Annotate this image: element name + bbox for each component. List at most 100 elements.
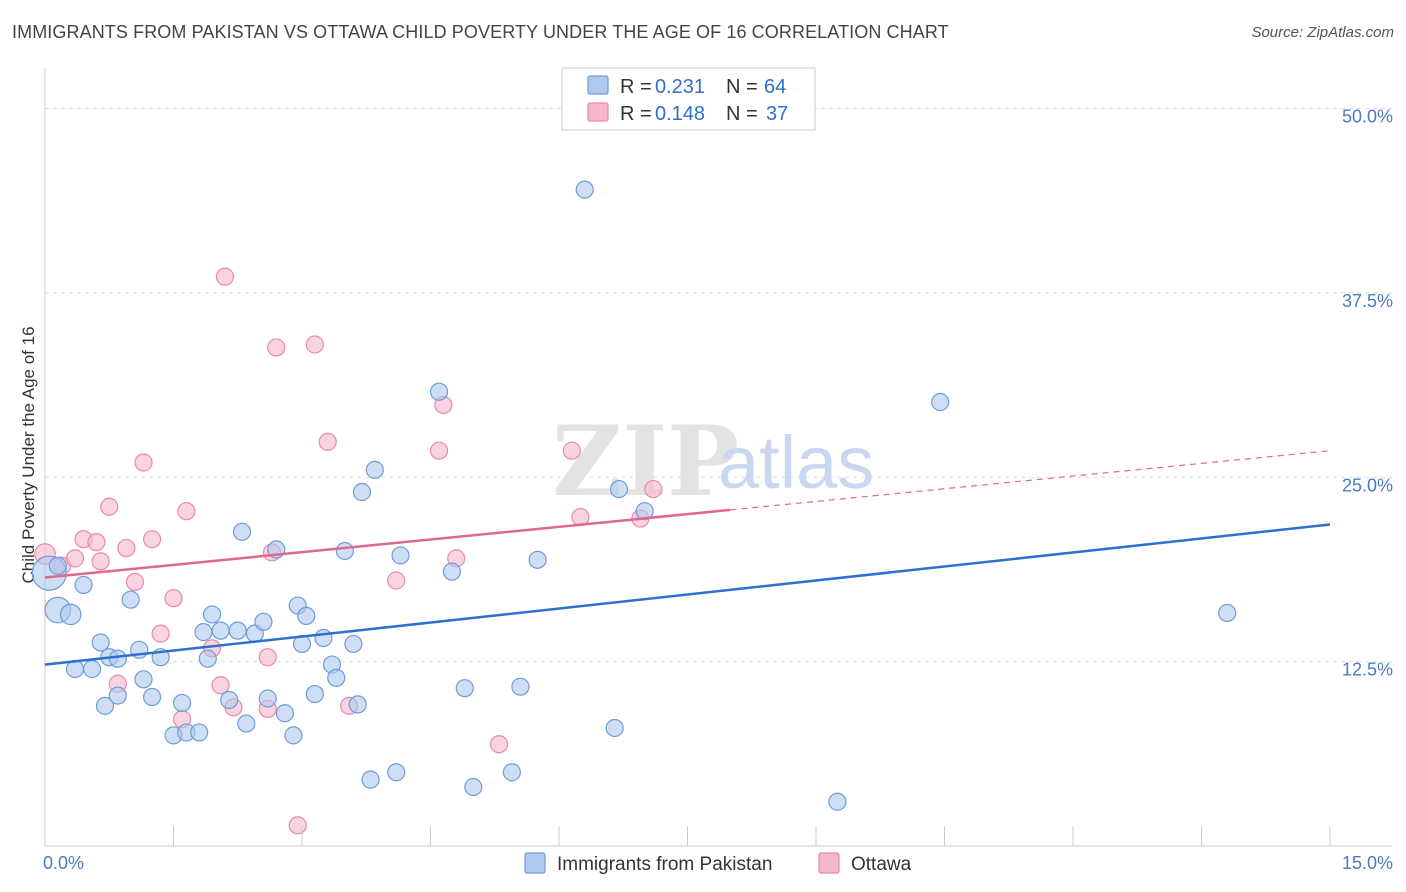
legend-swatch-pakistan (587, 75, 609, 95)
pakistan-point-28 (254, 612, 273, 631)
chart-title: IMMIGRANTS FROM PAKISTAN VS OTTAWA CHILD… (12, 22, 949, 42)
pakistan-point-57 (609, 479, 629, 499)
y-tick-labels: 12.5% 25.0% 37.5% 50.0% (1342, 107, 1393, 680)
ottawa-point-23 (288, 816, 307, 835)
ottawa-point-18 (215, 267, 234, 286)
ottawa-point-12 (151, 624, 170, 643)
x-tick-label-max: 15.0% (1342, 853, 1393, 873)
legend-swatch-ottawa (587, 102, 609, 122)
watermark-atlas: atlas (718, 421, 874, 504)
pakistan-point-51 (464, 777, 483, 797)
ottawa-point-20 (258, 648, 277, 667)
legend-r-value-pakistan: 0.231 (655, 76, 705, 98)
pakistan-point-35 (297, 606, 316, 626)
ottawa-point-2 (65, 549, 85, 568)
ottawa-trend-extension (730, 450, 1331, 511)
pakistan-point-41 (344, 634, 363, 654)
pakistan-point-3 (74, 575, 93, 595)
pakistan-point-56 (605, 718, 624, 738)
y-axis-label: Child Poverty Under the Age of 16 (19, 326, 38, 583)
bottom-legend-swatch-ottawa (818, 852, 840, 874)
ottawa-point-10 (134, 453, 153, 472)
pakistan-point-19 (190, 723, 209, 742)
ottawa-trend-line (44, 508, 731, 579)
pakistan-point-25 (232, 522, 252, 541)
ottawa-point-32 (562, 441, 581, 460)
pakistan-point-50 (455, 679, 474, 698)
y-tick-label-1: 25.0% (1342, 475, 1393, 495)
ottawa-point-5 (91, 552, 110, 571)
ottawa-point-27 (387, 571, 406, 590)
ottawa-point-13 (164, 589, 183, 608)
pakistan-point-59 (828, 792, 847, 811)
pakistan-point-36 (305, 684, 324, 704)
legend-box: R = 0.231 N = 64 R = 0.148 N = 37 (561, 67, 816, 131)
pakistan-point-54 (528, 550, 547, 569)
ottawa-point-15 (177, 502, 196, 521)
pakistan-point-9 (83, 659, 102, 679)
pakistan-point-44 (361, 770, 380, 789)
pakistan-point-60 (931, 392, 950, 412)
trend-lines (44, 450, 1331, 666)
pakistan-point-32 (284, 726, 303, 745)
y-tick-label-2: 37.5% (1342, 291, 1393, 311)
ottawa-point-24 (305, 335, 324, 354)
pakistan-point-14 (142, 687, 162, 707)
legend-n-label-pakistan: N = (726, 76, 758, 98)
pakistan-points (31, 180, 1237, 811)
pakistan-point-53 (511, 677, 530, 696)
pakistan-point-5 (91, 633, 110, 652)
legend-r-label-ottawa: R = (620, 103, 652, 125)
pakistan-point-48 (429, 382, 449, 401)
pakistan-point-23 (220, 690, 239, 710)
pakistan-point-52 (502, 763, 521, 782)
legend-n-value-ottawa: 37 (766, 103, 788, 125)
pakistan-point-24 (228, 621, 247, 640)
pakistan-point-13 (134, 670, 153, 689)
pakistan-point-20 (198, 649, 217, 668)
pakistan-point-40 (335, 541, 354, 561)
ottawa-point-4 (87, 533, 106, 552)
pakistan-point-22 (211, 621, 230, 640)
y-tick-label-3: 50.0% (1342, 107, 1393, 127)
bottom-legend-swatch-pakistan (524, 852, 546, 874)
legend-n-label-ottawa: N = (726, 103, 758, 125)
pakistan-point-47 (391, 546, 410, 565)
ottawa-point-11 (142, 530, 162, 549)
source-label: Source: ZipAtlas.com (1251, 24, 1394, 41)
y-tick-label-0: 12.5% (1342, 660, 1393, 680)
pakistan-point-31 (275, 704, 294, 723)
pakistan-trend-line (44, 523, 1331, 666)
pakistan-point-11 (108, 686, 127, 705)
pakistan-point-63 (121, 590, 140, 609)
pakistan-point-2 (59, 603, 82, 626)
bottom-legend-label-pakistan: Immigrants from Pakistan (557, 854, 772, 875)
x-tick-marks (44, 826, 1331, 846)
pakistan-point-37 (314, 628, 333, 648)
pakistan-point-26 (237, 714, 256, 733)
pakistan-point-39 (327, 668, 346, 687)
pakistan-point-43 (352, 482, 372, 502)
pakistan-point-55 (575, 180, 594, 199)
bottom-legend: Immigrants from Pakistan Ottawa (524, 852, 912, 875)
legend-r-label-pakistan: R = (620, 76, 652, 98)
bottom-legend-label-ottawa: Ottawa (851, 854, 912, 875)
ottawa-point-31 (489, 735, 509, 754)
ottawa-point-22 (267, 338, 286, 357)
pakistan-point-45 (365, 460, 384, 479)
legend-r-value-ottawa: 0.148 (655, 103, 705, 125)
pakistan-point-10 (95, 696, 115, 715)
watermark-zip: ZIP (552, 405, 739, 518)
ottawa-point-35 (644, 479, 663, 499)
grid-layer (45, 108, 1392, 663)
ottawa-point-17 (211, 676, 230, 695)
pakistan-point-58 (635, 502, 654, 521)
pakistan-point-62 (194, 623, 213, 642)
ottawa-point-25 (318, 432, 337, 451)
pakistan-point-61 (1218, 603, 1237, 623)
pakistan-point-4 (48, 556, 67, 575)
pakistan-point-46 (387, 763, 406, 782)
pakistan-point-21 (202, 605, 222, 624)
pakistan-point-29 (258, 689, 277, 708)
